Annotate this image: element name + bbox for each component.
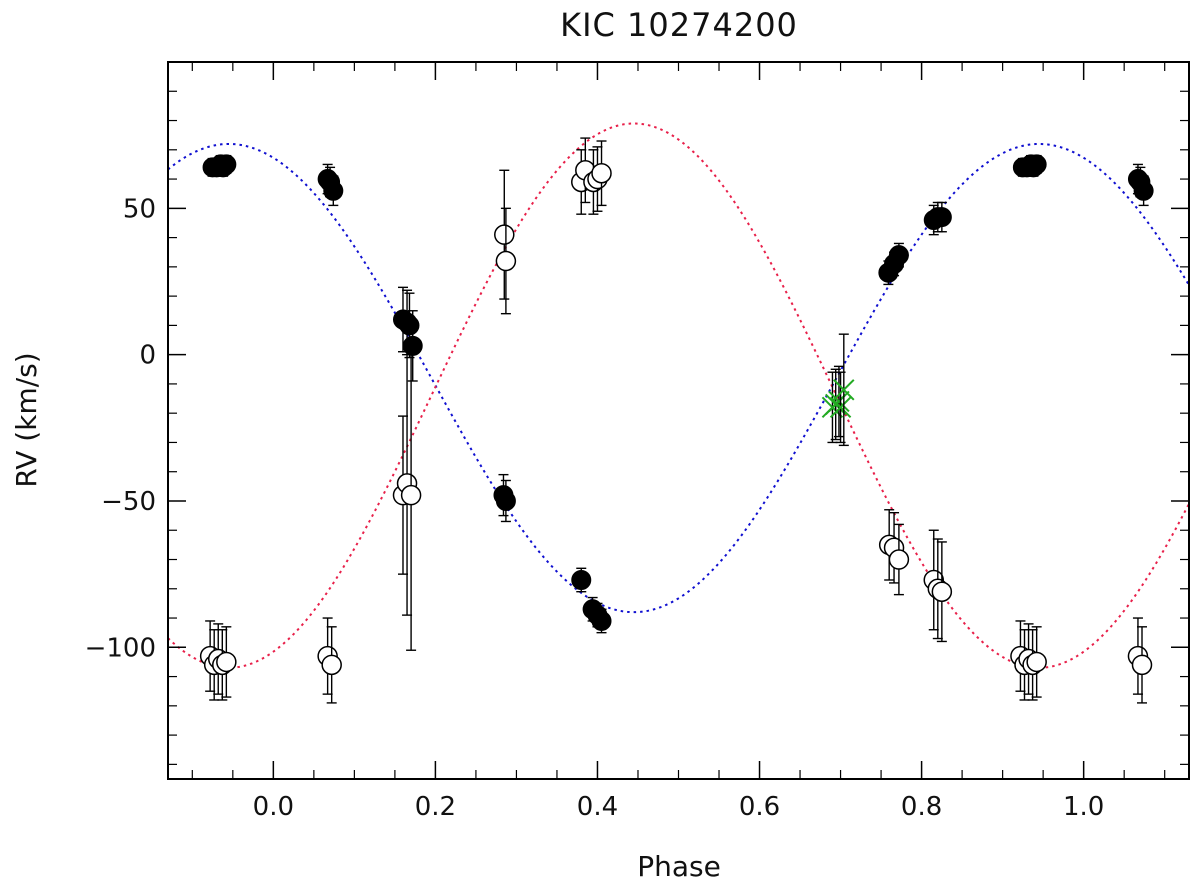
data-point [828, 365, 850, 438]
open-marker [1131, 654, 1153, 676]
model-curve [168, 122, 1189, 669]
open-marker [931, 581, 953, 602]
data-points [199, 137, 1154, 704]
filled-marker [399, 315, 420, 336]
data-point [323, 175, 344, 207]
axes: 0.0 0.2 0.4 0.6 0.8 1.0 −100 −50 0 50 [85, 62, 1189, 822]
x-tick-label: 1.0 [1063, 792, 1104, 822]
x-tick-label: 0.8 [901, 792, 942, 822]
filled-marker [888, 245, 909, 266]
filled-marker [1026, 154, 1047, 175]
data-point [571, 567, 592, 593]
open-marker [495, 250, 517, 272]
data-point [400, 339, 422, 651]
filled-marker [402, 335, 423, 356]
data-point [1131, 626, 1153, 704]
x-axis-label: Phase [637, 850, 721, 883]
data-point [495, 207, 517, 315]
data-point [216, 626, 237, 698]
open-marker [1026, 651, 1047, 673]
data-point [396, 351, 418, 616]
model-curve [168, 142, 1189, 614]
filled-marker [216, 154, 237, 175]
y-axis-label: RV (km/s) [10, 352, 43, 487]
open-marker [400, 484, 422, 506]
cross-marker [833, 379, 855, 401]
chart-title: KIC 10274200 [560, 6, 798, 44]
data-point [1133, 175, 1154, 207]
data-point [888, 242, 909, 268]
x-tick-label: 0.4 [577, 792, 618, 822]
data-point [931, 541, 953, 643]
data-point [931, 201, 952, 233]
x-tick-label: 0.0 [253, 792, 294, 822]
x-tick-label: 0.2 [415, 792, 456, 822]
filled-marker [495, 490, 516, 511]
y-tick-label: 0 [139, 341, 156, 371]
open-marker [591, 162, 612, 184]
data-point [216, 154, 237, 175]
x-tick-label: 0.6 [739, 792, 780, 822]
open-marker [216, 651, 237, 673]
data-point [402, 310, 423, 382]
data-point [591, 140, 612, 207]
data-point [1026, 154, 1047, 175]
data-point [591, 608, 612, 634]
open-marker [888, 549, 910, 570]
filled-marker [571, 569, 592, 590]
model-curves [168, 122, 1189, 669]
open-marker [494, 224, 515, 245]
filled-marker [591, 610, 612, 631]
filled-marker [323, 180, 344, 201]
data-point [495, 479, 516, 523]
open-marker [321, 654, 342, 676]
data-point [1026, 626, 1047, 698]
y-tick-label: −100 [85, 633, 156, 663]
cross-marker [829, 396, 852, 419]
filled-marker [1133, 180, 1154, 201]
data-point [494, 169, 515, 300]
filled-marker [931, 207, 952, 228]
y-tick-label: −50 [101, 487, 156, 517]
cross-marker [828, 390, 850, 413]
data-point [883, 511, 905, 584]
data-point [321, 626, 342, 704]
data-point [833, 333, 855, 447]
data-point [888, 523, 910, 596]
y-tick-label: 50 [123, 194, 156, 224]
